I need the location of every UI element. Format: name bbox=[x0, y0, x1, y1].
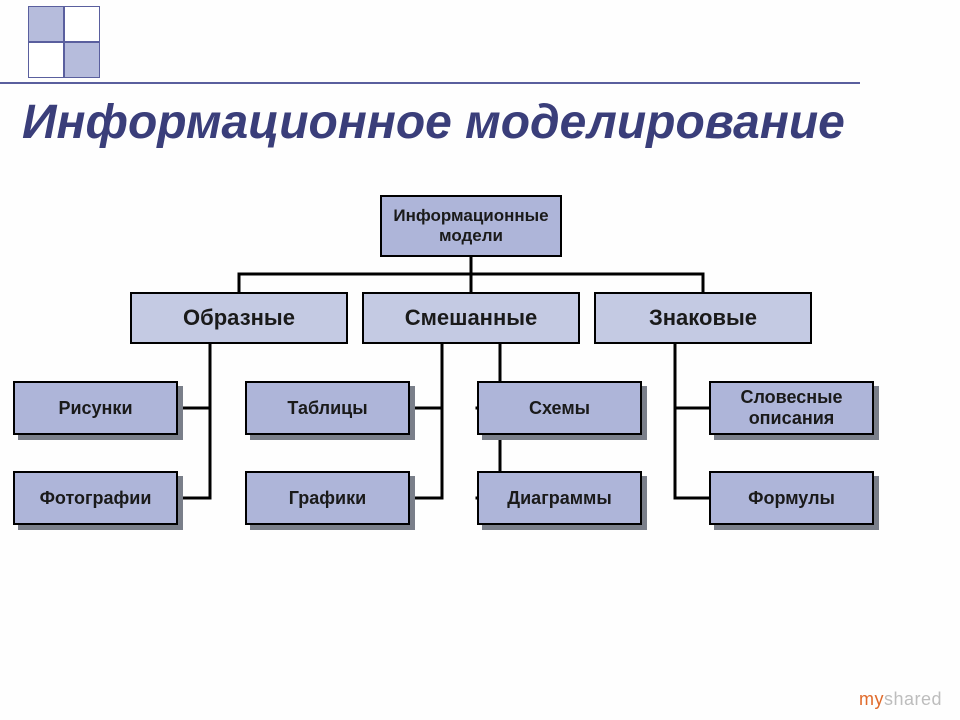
node-root: Информационные модели bbox=[380, 195, 562, 257]
slide-canvas: Информационное моделирование Информацион… bbox=[0, 0, 960, 720]
watermark-part1: my bbox=[859, 689, 884, 709]
node-label: Образные bbox=[179, 305, 299, 330]
deco-square-3 bbox=[28, 42, 64, 78]
node-label: Диаграммы bbox=[503, 488, 615, 509]
node-category-2: Смешанные bbox=[362, 292, 580, 344]
node-leaf-2-1: Таблицы bbox=[245, 381, 410, 435]
node-label: Словесные описания bbox=[732, 387, 850, 428]
node-label: Рисунки bbox=[54, 398, 136, 419]
node-category-3: Знаковые bbox=[594, 292, 812, 344]
watermark: myshared bbox=[859, 689, 942, 710]
deco-square-1 bbox=[28, 6, 64, 42]
node-label: Таблицы bbox=[283, 398, 371, 419]
slide-title: Информационное моделирование bbox=[22, 95, 845, 150]
node-label: Фотографии bbox=[36, 488, 156, 509]
node-leaf-2-3: Схемы bbox=[477, 381, 642, 435]
node-leaf-3-1: Словесные описания bbox=[709, 381, 874, 435]
node-label: Формулы bbox=[744, 488, 839, 509]
deco-square-4 bbox=[64, 42, 100, 78]
node-root-label: Информационные модели bbox=[385, 206, 556, 245]
node-leaf-1-2: Фотографии bbox=[13, 471, 178, 525]
deco-square-2 bbox=[64, 6, 100, 42]
node-label: Смешанные bbox=[401, 305, 542, 330]
node-label: Схемы bbox=[525, 398, 594, 419]
node-leaf-2-2: Графики bbox=[245, 471, 410, 525]
decor-underline bbox=[0, 82, 860, 84]
node-leaf-1-1: Рисунки bbox=[13, 381, 178, 435]
node-label: Знаковые bbox=[645, 305, 761, 330]
watermark-part2: shared bbox=[884, 689, 942, 709]
tree-diagram: Информационные модели Образные Смешанные… bbox=[0, 195, 960, 615]
node-category-1: Образные bbox=[130, 292, 348, 344]
node-leaf-3-2: Формулы bbox=[709, 471, 874, 525]
node-label: Графики bbox=[285, 488, 370, 509]
node-leaf-2-4: Диаграммы bbox=[477, 471, 642, 525]
